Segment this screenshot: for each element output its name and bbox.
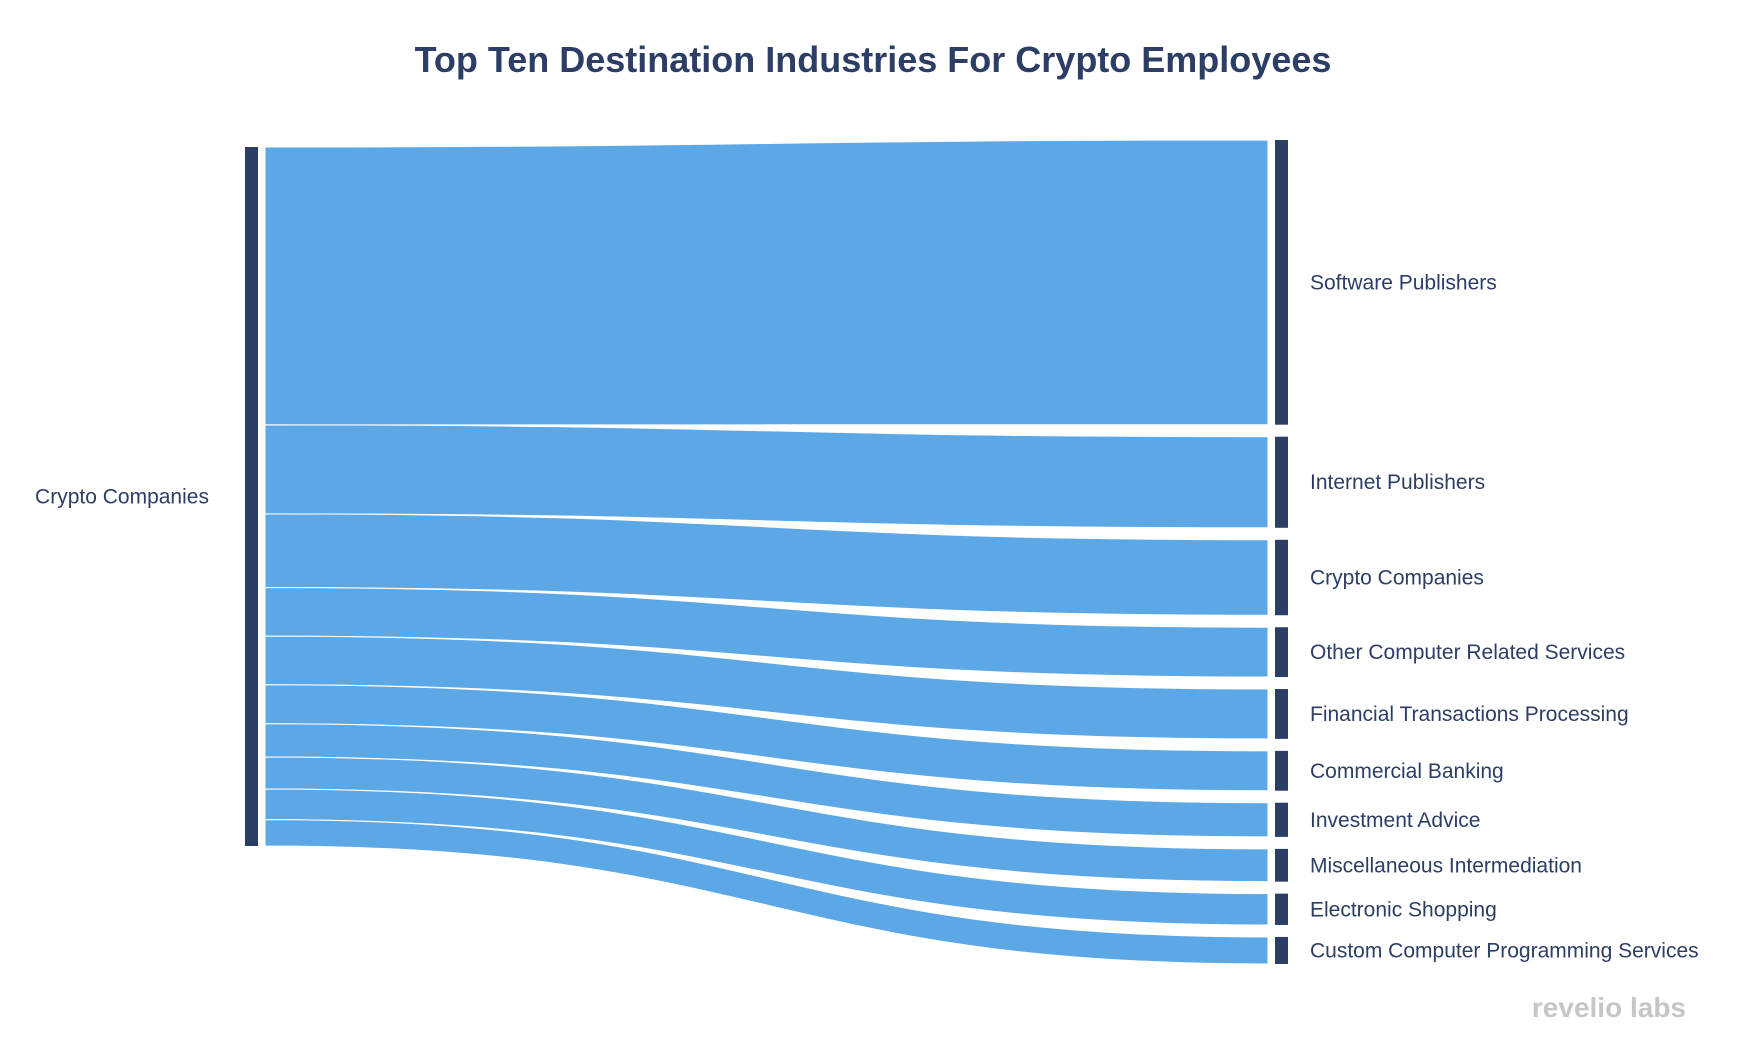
labels-layer: Crypto Companies Software Publishers Inter… <box>35 271 1699 962</box>
sankey-link <box>264 723 1269 838</box>
sankey-link <box>264 139 1269 426</box>
sankey-link <box>264 756 1269 883</box>
sankey-link <box>264 635 1269 740</box>
brand-watermark: revelio labs <box>1532 992 1686 1023</box>
sankey-link <box>264 424 1269 529</box>
sankey-link <box>264 513 1269 616</box>
target-node <box>1275 802 1288 837</box>
target-node-label: Commercial Banking <box>1310 760 1504 783</box>
target-node-label: Crypto Companies <box>1310 567 1484 590</box>
target-node-label: Internet Publishers <box>1310 471 1485 494</box>
target-node-label: Investment Advice <box>1310 809 1480 832</box>
chart-title: Top Ten Destination Industries For Crypt… <box>415 39 1332 80</box>
source-node <box>245 147 258 846</box>
sankey-link <box>264 819 1269 965</box>
target-node <box>1275 539 1288 616</box>
target-node-label: Software Publishers <box>1310 271 1497 294</box>
target-node <box>1275 140 1288 425</box>
target-node <box>1275 436 1288 528</box>
target-node <box>1275 848 1288 882</box>
target-node <box>1275 936 1288 964</box>
target-node <box>1275 689 1288 739</box>
target-node-label: Electronic Shopping <box>1310 898 1497 921</box>
nodes-layer <box>245 140 1288 964</box>
target-node-label: Custom Computer Programming Services <box>1310 939 1699 962</box>
target-node-label: Miscellaneous Intermediation <box>1310 854 1582 877</box>
target-node-label: Financial Transactions Processing <box>1310 703 1629 726</box>
target-node <box>1275 627 1288 678</box>
source-node-label: Crypto Companies <box>35 486 209 509</box>
sankey-link <box>264 684 1269 792</box>
target-node <box>1275 893 1288 925</box>
links-layer <box>264 139 1269 965</box>
target-node-label: Other Computer Related Services <box>1310 641 1625 664</box>
sankey-link <box>264 587 1269 678</box>
sankey-link <box>264 788 1269 926</box>
target-node <box>1275 750 1288 791</box>
